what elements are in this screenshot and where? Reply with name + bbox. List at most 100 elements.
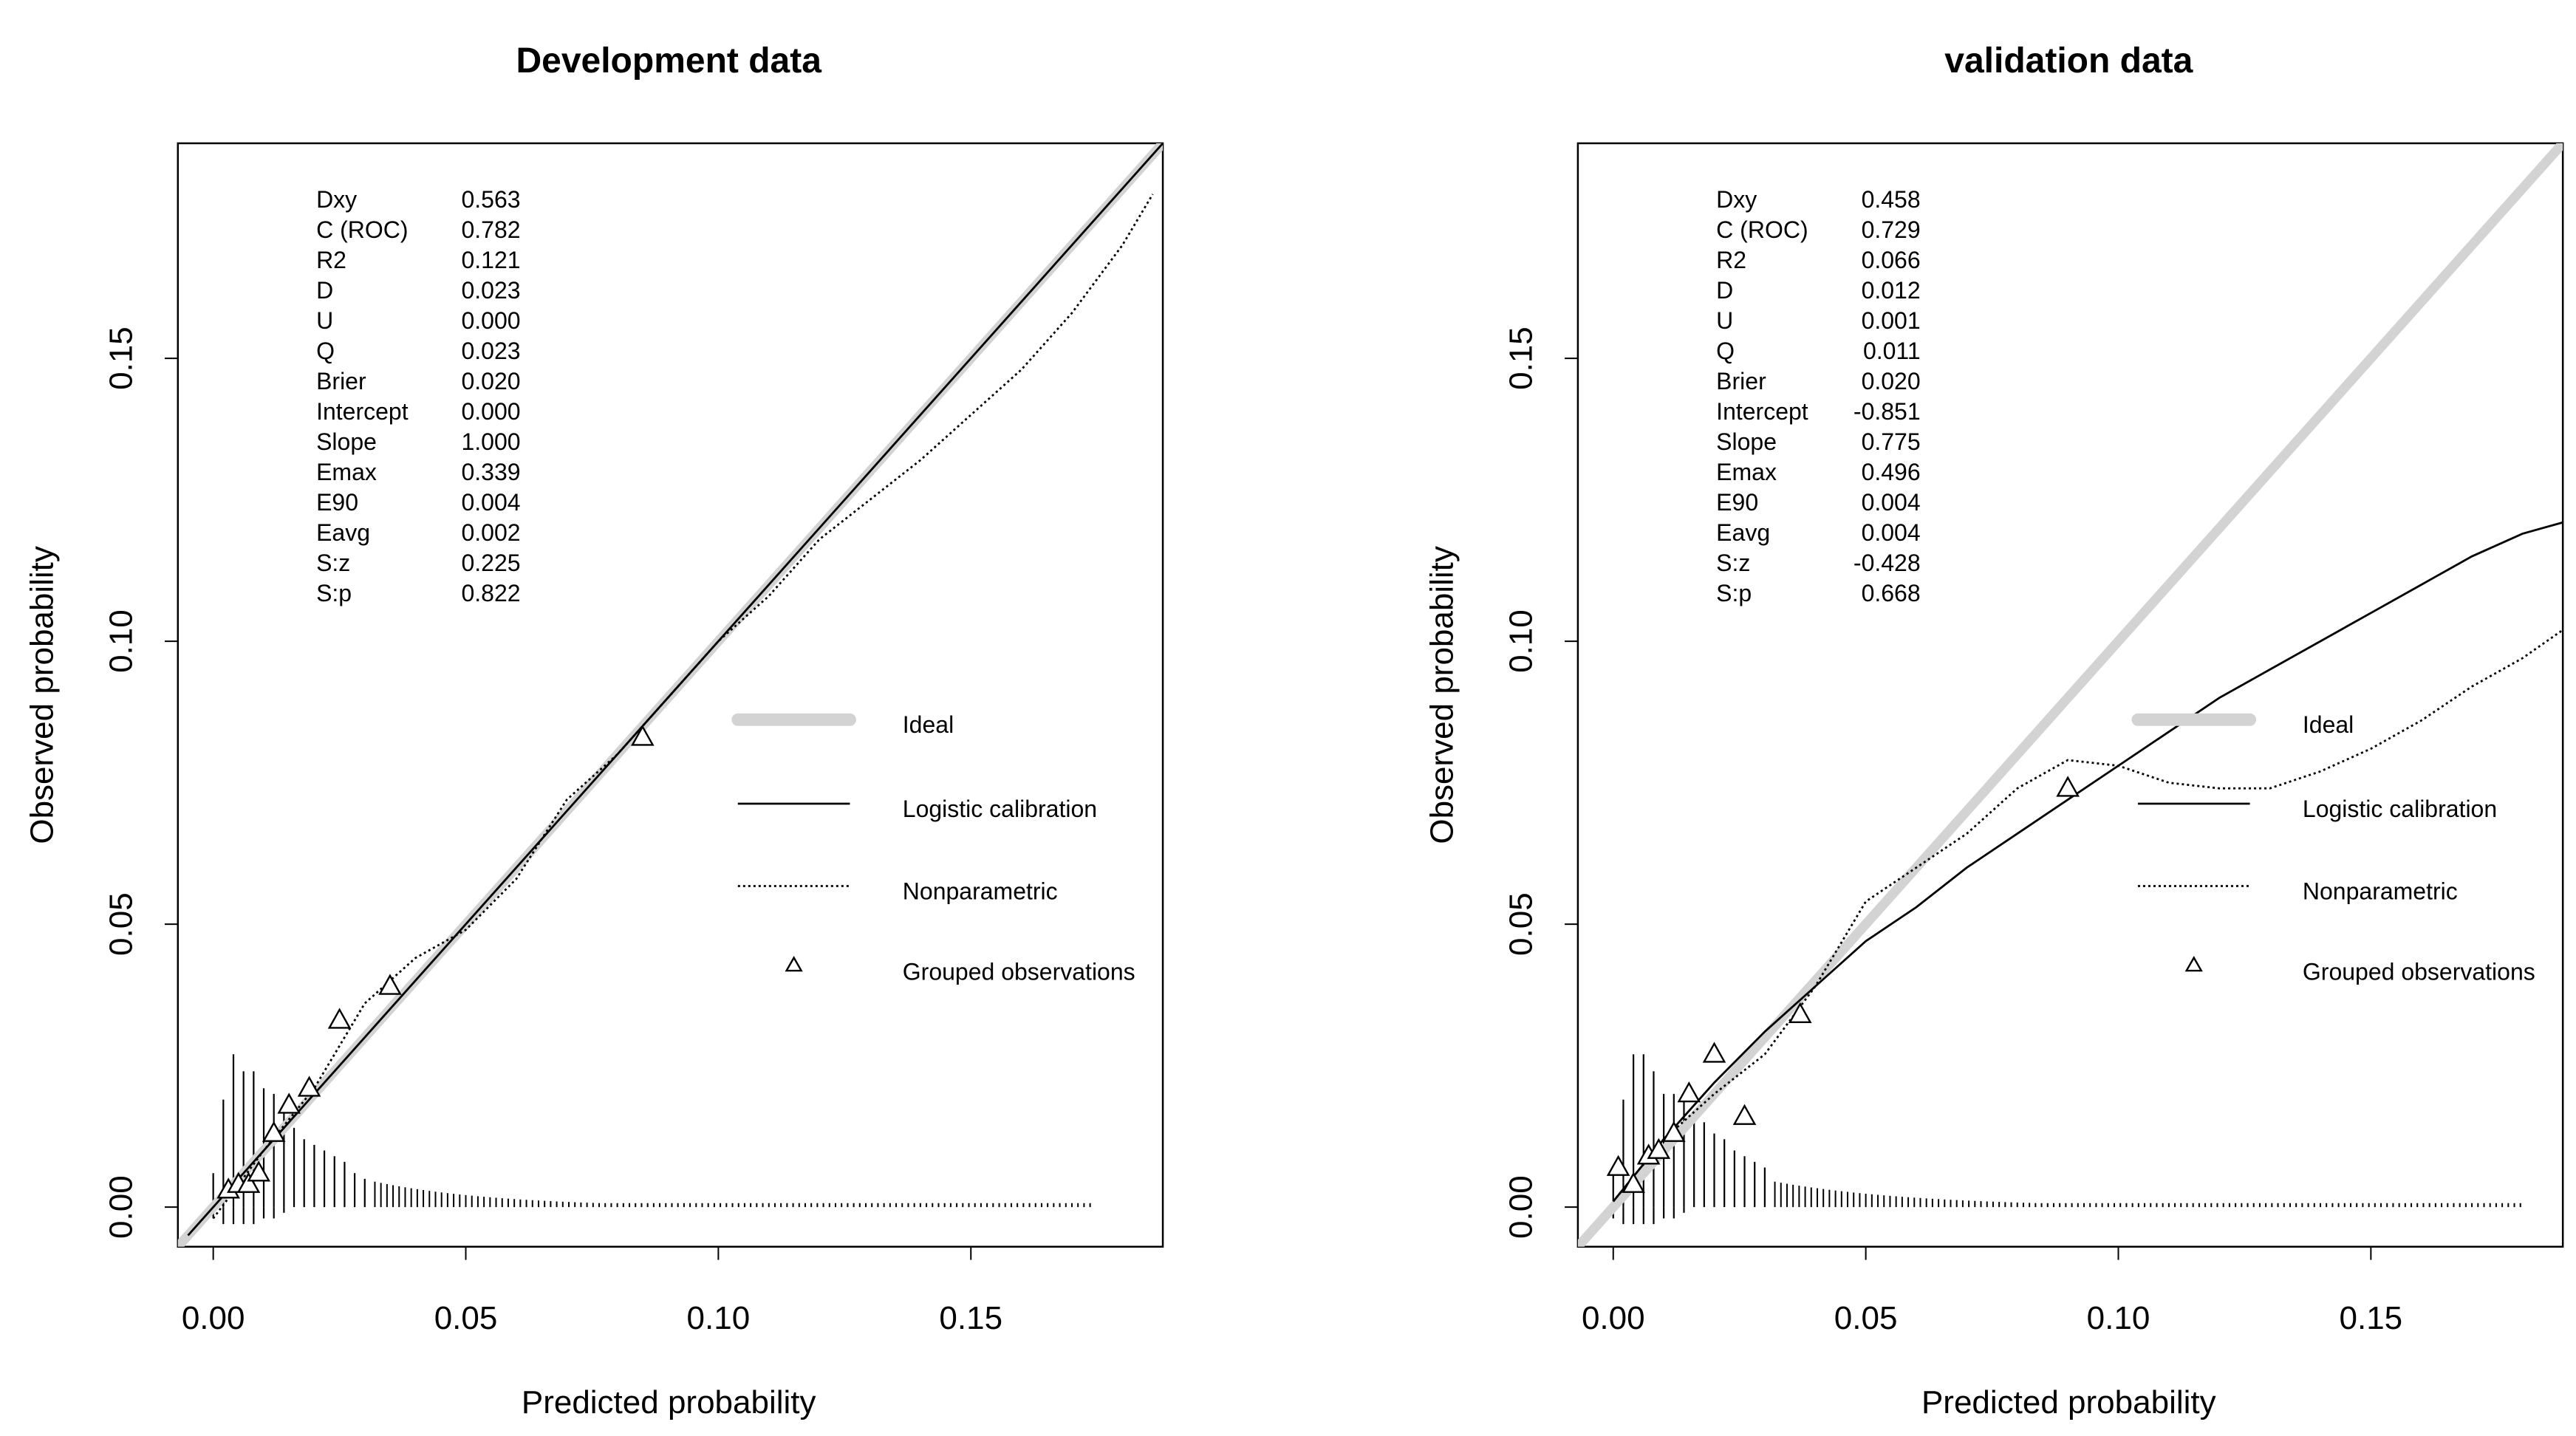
plot-area <box>1577 143 2563 1247</box>
legend: Ideal Logistic calibration Nonparametric Gr… <box>731 711 1135 985</box>
grouped-observation-marker <box>297 1076 321 1097</box>
grouped-observation-marker <box>327 1008 352 1029</box>
grouped-observation-marker <box>1647 1138 1671 1159</box>
stat-value: 0.020 <box>461 368 520 394</box>
stat-value: 0.458 <box>1862 186 1921 213</box>
stat-value: 0.004 <box>461 489 520 516</box>
stat-value: 0.012 <box>1862 277 1921 304</box>
y-tick-label: 0.00 <box>103 1175 139 1239</box>
stat-name: S:z <box>1716 550 1750 576</box>
grouped-observation-marker <box>1702 1042 1726 1063</box>
y-axis-title: Observed probability <box>24 546 60 844</box>
chart-title: Development data <box>516 41 821 81</box>
x-axis-title: Predicted probability <box>1921 1384 2216 1420</box>
x-tick-label: 0.15 <box>939 1300 1002 1336</box>
y-tick-label: 0.00 <box>1503 1175 1539 1239</box>
stat-name: Eavg <box>316 519 370 546</box>
stat-value: -0.428 <box>1854 550 1921 576</box>
statistics-table: Dxy 0.563 C (ROC) 0.782 R2 0.121 D 0.023 U 0.000 Q… <box>316 186 520 606</box>
stat-name: R2 <box>1716 247 1746 273</box>
grouped-observation-marker <box>1606 1155 1630 1176</box>
stat-name: Brier <box>1716 368 1766 394</box>
grouped-observation-marker <box>631 725 655 746</box>
prediction-histogram <box>1612 1054 2521 1225</box>
validation-panel: validation data Predicted probability Obse… <box>1424 41 2564 1420</box>
legend-label: Logistic calibration <box>2303 796 2497 822</box>
stat-name: E90 <box>316 489 358 516</box>
stat-name: D <box>1716 277 1733 304</box>
stat-name: E90 <box>1716 489 1758 516</box>
stat-value: 0.002 <box>461 519 520 546</box>
stat-name: Dxy <box>316 186 357 213</box>
stat-value: 0.496 <box>1862 459 1921 485</box>
y-tick-label: 0.15 <box>1503 326 1539 390</box>
legend-triangle-swatch <box>2184 956 2203 972</box>
legend-label: Logistic calibration <box>903 796 1097 822</box>
y-tick-label: 0.05 <box>103 892 139 956</box>
stat-value: 0.563 <box>461 186 520 213</box>
chart-title: validation data <box>1944 41 2193 81</box>
stat-name: S:z <box>316 550 350 576</box>
plot-area <box>177 143 1164 1247</box>
x-tick-label: 0.10 <box>687 1300 751 1336</box>
stat-name: D <box>316 277 333 304</box>
grouped-observation-marker <box>1788 1002 1812 1024</box>
legend-label: Ideal <box>2303 711 2354 738</box>
legend-label: Grouped observations <box>903 959 1135 985</box>
logistic-calibration-line <box>1612 521 2563 1203</box>
stat-value: 0.225 <box>461 550 520 576</box>
stat-value: 0.822 <box>461 580 520 606</box>
stat-value: 0.004 <box>1862 489 1921 516</box>
stat-value: 0.729 <box>1862 216 1921 243</box>
legend-label: Nonparametric <box>2303 878 2458 904</box>
legend-label: Grouped observations <box>2303 959 2535 985</box>
stat-value: 0.004 <box>1862 519 1921 546</box>
y-axis-title: Observed probability <box>1424 546 1460 844</box>
grouped-observation-marker <box>1732 1104 1757 1125</box>
stat-name: Intercept <box>316 398 409 425</box>
stat-value: 0.668 <box>1862 580 1921 606</box>
ideal-line <box>1577 143 2563 1247</box>
legend-label: Ideal <box>903 711 954 738</box>
stat-value: 0.001 <box>1862 307 1921 334</box>
legend-label: Nonparametric <box>903 878 1058 904</box>
stat-value: 0.020 <box>1862 368 1921 394</box>
stat-name: Emax <box>316 459 377 485</box>
x-tick-label: 0.00 <box>1582 1300 1645 1336</box>
stat-name: U <box>1716 307 1733 334</box>
grouped-observation-marker <box>236 1172 261 1193</box>
stat-name: Q <box>1716 338 1735 364</box>
stat-name: Intercept <box>1716 398 1808 425</box>
y-tick-label: 0.10 <box>1503 609 1539 673</box>
plot-frame <box>177 142 1164 1248</box>
stat-name: S:p <box>1716 580 1752 606</box>
statistics-table: Dxy 0.458 C (ROC) 0.729 R2 0.066 D 0.012 U 0.001 Q… <box>1716 186 1920 606</box>
grouped-observation-marker <box>1677 1081 1701 1103</box>
stat-value: -0.851 <box>1854 398 1921 425</box>
stat-name: Slope <box>316 428 377 455</box>
grouped-observation-marker <box>2056 776 2080 797</box>
stat-value: 0.000 <box>461 307 520 334</box>
stat-name: Emax <box>1716 459 1777 485</box>
stat-name: S:p <box>316 580 352 606</box>
stat-name: U <box>316 307 333 334</box>
stat-name: Eavg <box>1716 519 1770 546</box>
nonparametric-line <box>212 194 1154 1220</box>
grouped-observation-marker <box>247 1160 270 1182</box>
x-tick-label: 0.05 <box>1834 1300 1898 1336</box>
stat-value: 0.782 <box>461 216 520 243</box>
plot-frame <box>1576 142 2564 1248</box>
grouped-observation-marker <box>378 974 402 995</box>
x-tick-label: 0.15 <box>2340 1300 2403 1336</box>
stat-value: 0.066 <box>1862 247 1921 273</box>
stat-value: 0.121 <box>461 247 520 273</box>
grouped-observation-marker <box>1661 1121 1686 1142</box>
x-tick-label: 0.10 <box>2087 1300 2150 1336</box>
grouped-observation-marker <box>262 1121 286 1142</box>
stat-value: 0.011 <box>1863 338 1921 364</box>
x-tick-label: 0.05 <box>434 1300 498 1336</box>
stat-name: Slope <box>1716 428 1777 455</box>
stat-name: C (ROC) <box>316 216 408 243</box>
stat-value: 0.775 <box>1862 428 1921 455</box>
